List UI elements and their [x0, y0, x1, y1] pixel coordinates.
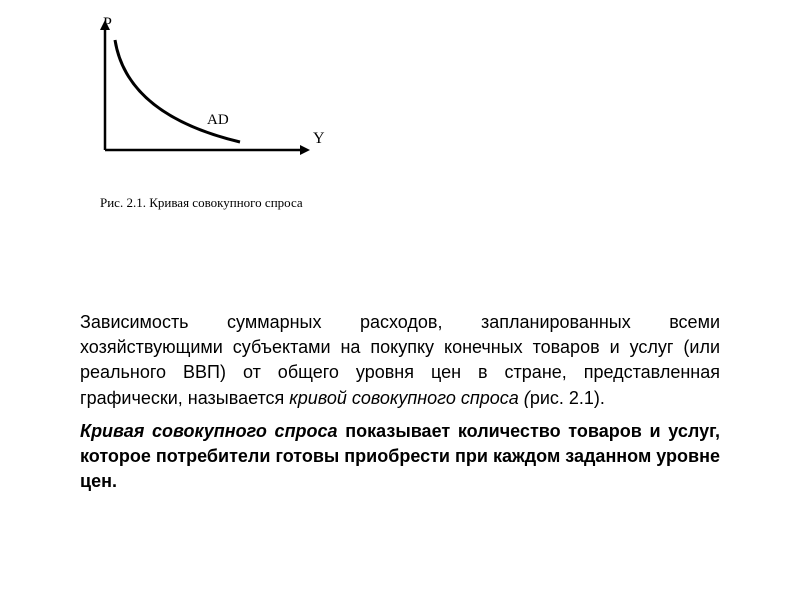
x-axis-label: Y: [313, 130, 325, 148]
chart-caption: Рис. 2.1. Кривая совокупного спроса: [100, 195, 303, 211]
y-axis-label: P: [103, 15, 112, 33]
p2-term: Кривая совокупного спроса: [80, 421, 338, 441]
p1-text-part2: рис. 2.1).: [530, 388, 605, 408]
paragraph-2: Кривая совокупного спроса показывает кол…: [80, 419, 720, 495]
ad-curve-chart: P Y AD: [85, 20, 345, 190]
chart-svg: [85, 20, 345, 180]
p1-italic-term: кривой совокупного спроса (: [289, 388, 530, 408]
paragraph-1: Зависимость суммарных расходов, запланир…: [80, 310, 720, 411]
text-content: Зависимость суммарных расходов, запланир…: [80, 310, 720, 494]
curve-label: AD: [207, 112, 229, 129]
x-axis-arrow: [300, 145, 310, 155]
